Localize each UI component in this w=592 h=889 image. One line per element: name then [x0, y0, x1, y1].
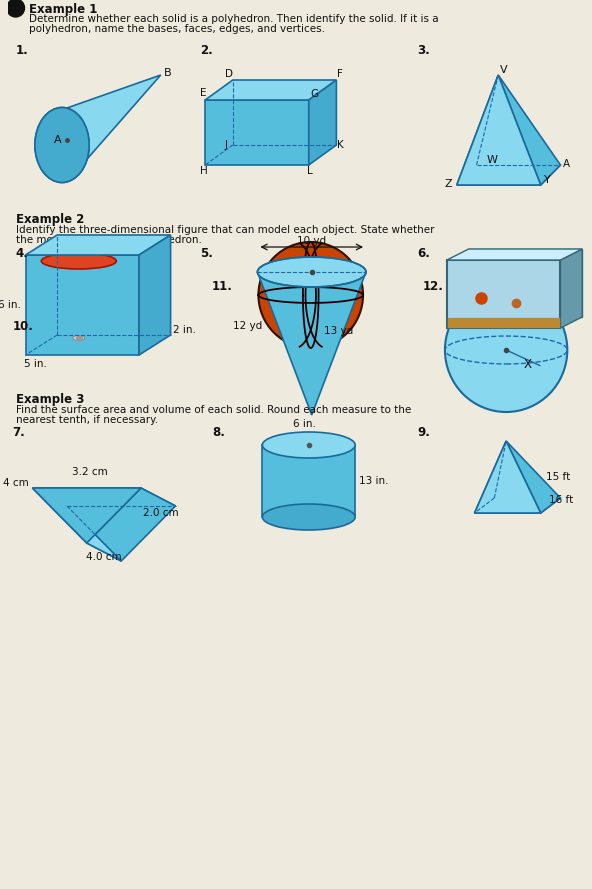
- Ellipse shape: [41, 253, 116, 269]
- Text: 2 in.: 2 in.: [172, 325, 195, 335]
- Polygon shape: [262, 445, 355, 517]
- Text: W: W: [487, 155, 497, 165]
- Polygon shape: [447, 249, 582, 260]
- Polygon shape: [447, 260, 561, 328]
- Polygon shape: [448, 261, 559, 318]
- Polygon shape: [139, 235, 170, 355]
- Ellipse shape: [262, 432, 355, 458]
- Text: A: A: [564, 159, 571, 169]
- Text: 13 in.: 13 in.: [359, 476, 388, 486]
- Polygon shape: [33, 488, 175, 506]
- Text: 5.: 5.: [200, 247, 213, 260]
- Text: 10 yd: 10 yd: [297, 236, 326, 246]
- Polygon shape: [475, 441, 506, 513]
- Text: Example 2: Example 2: [15, 213, 84, 226]
- Text: 1.: 1.: [15, 44, 28, 57]
- Text: Determine whether each solid is a polyhedron. Then identify the solid. If it is : Determine whether each solid is a polyhe…: [30, 14, 439, 24]
- Text: E: E: [200, 88, 207, 98]
- Text: K: K: [337, 140, 344, 150]
- Text: 12 yd: 12 yd: [233, 321, 262, 331]
- Text: H: H: [200, 166, 208, 176]
- Text: 8.: 8.: [212, 426, 225, 439]
- Polygon shape: [475, 498, 561, 513]
- Text: X: X: [524, 358, 532, 371]
- Text: 6.: 6.: [417, 247, 430, 260]
- Polygon shape: [205, 100, 309, 165]
- Polygon shape: [33, 488, 141, 543]
- Polygon shape: [41, 261, 116, 338]
- Text: Example 1: Example 1: [30, 3, 98, 16]
- Text: 2.: 2.: [200, 44, 213, 57]
- Text: L: L: [307, 166, 313, 176]
- Text: 4.0 cm: 4.0 cm: [86, 552, 121, 562]
- Ellipse shape: [73, 335, 85, 340]
- Circle shape: [445, 288, 567, 412]
- Text: 6 in.: 6 in.: [293, 419, 316, 429]
- Polygon shape: [33, 488, 121, 561]
- Text: 9.: 9.: [417, 426, 430, 439]
- Polygon shape: [469, 249, 582, 317]
- Polygon shape: [205, 80, 336, 100]
- Text: D: D: [225, 69, 233, 79]
- Text: 12.: 12.: [422, 280, 443, 293]
- Circle shape: [259, 242, 363, 348]
- Polygon shape: [457, 75, 540, 185]
- Text: B: B: [163, 68, 171, 78]
- Polygon shape: [561, 249, 582, 328]
- Text: 4.: 4.: [15, 247, 28, 260]
- Text: 13 yd: 13 yd: [324, 326, 353, 336]
- Text: Y: Y: [543, 175, 551, 185]
- Polygon shape: [258, 272, 366, 415]
- Text: F: F: [337, 69, 343, 79]
- Text: Example 3: Example 3: [15, 393, 84, 406]
- Text: G: G: [311, 89, 319, 99]
- Polygon shape: [498, 75, 561, 185]
- Text: 3.2 cm: 3.2 cm: [72, 467, 108, 477]
- Polygon shape: [475, 441, 540, 513]
- Ellipse shape: [262, 504, 355, 530]
- Circle shape: [7, 0, 24, 17]
- Text: Find the surface area and volume of each solid. Round each measure to the: Find the surface area and volume of each…: [15, 405, 411, 415]
- Text: 11.: 11.: [212, 280, 233, 293]
- Polygon shape: [457, 75, 498, 185]
- Text: polyhedron, name the bases, faces, edges, and vertices.: polyhedron, name the bases, faces, edges…: [30, 24, 326, 34]
- Text: 15 ft: 15 ft: [546, 472, 570, 482]
- Ellipse shape: [35, 108, 89, 182]
- Polygon shape: [67, 75, 160, 182]
- Text: 7.: 7.: [12, 426, 25, 439]
- Text: A: A: [54, 135, 62, 145]
- Polygon shape: [457, 165, 561, 185]
- Text: Identify the three-dimensional figure that can model each object. State whether: Identify the three-dimensional figure th…: [15, 225, 434, 235]
- Text: 5 in.: 5 in.: [24, 359, 46, 369]
- Text: 16 ft: 16 ft: [549, 495, 573, 505]
- Text: 2.0 cm: 2.0 cm: [143, 508, 179, 518]
- Polygon shape: [309, 80, 336, 165]
- Ellipse shape: [35, 108, 89, 182]
- Text: nearest tenth, if necessary.: nearest tenth, if necessary.: [15, 415, 158, 425]
- Text: Z: Z: [445, 179, 452, 189]
- Text: 10.: 10.: [12, 320, 34, 333]
- Polygon shape: [86, 488, 175, 561]
- Ellipse shape: [258, 257, 366, 287]
- Text: 3.: 3.: [417, 44, 430, 57]
- Text: the model is or is not a polyhedron.: the model is or is not a polyhedron.: [15, 235, 201, 245]
- Text: 4 cm: 4 cm: [3, 478, 28, 488]
- Polygon shape: [25, 255, 139, 355]
- Text: V: V: [500, 65, 508, 75]
- Text: 6 in.: 6 in.: [0, 300, 21, 310]
- Polygon shape: [25, 235, 170, 255]
- Polygon shape: [506, 441, 561, 513]
- Text: J: J: [225, 140, 228, 150]
